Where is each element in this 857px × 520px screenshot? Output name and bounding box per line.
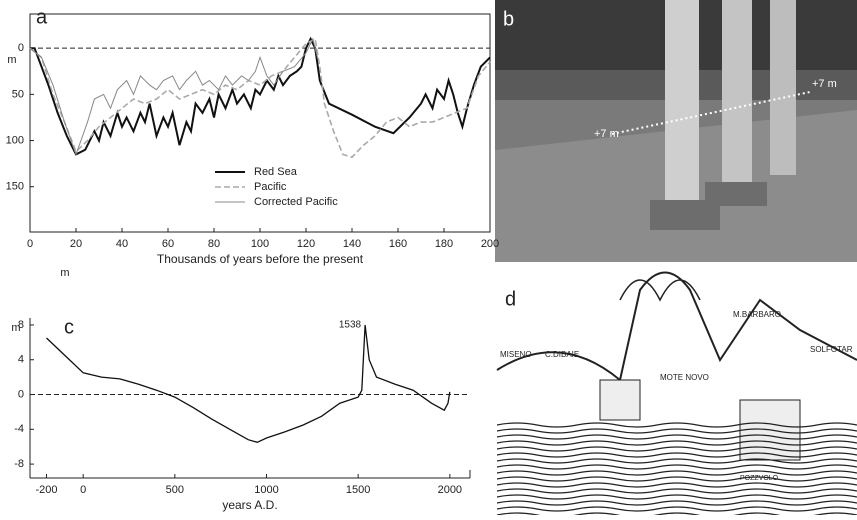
annotation: C.DIBAIE [545, 350, 579, 359]
x-tick-label: -200 [35, 484, 57, 496]
y-tick-label: -8 [14, 458, 24, 470]
wave-line [496, 494, 857, 500]
y-tick-label: 4 [18, 354, 24, 366]
y-unit: m [11, 322, 20, 334]
y-tick-label: 8 [18, 319, 24, 331]
x-tick-label: 160 [389, 238, 407, 250]
x-tick-label: 140 [343, 238, 361, 250]
x-tick-label: 180 [435, 238, 453, 250]
wave-line [496, 458, 857, 464]
photo-panel: b +7 m +7 m [495, 0, 857, 262]
wave-line [496, 488, 857, 494]
y-tick-label: 0 [18, 388, 24, 400]
x-tick-label: 100 [251, 238, 269, 250]
y-tick-label: 150 [6, 181, 24, 193]
x-tick-label: 0 [80, 484, 86, 496]
y-tick-label: 50 [12, 88, 24, 100]
annotation: SOLFOTAR [810, 345, 853, 354]
series-line [30, 36, 491, 156]
wave-line [496, 476, 857, 482]
y-tick-label: -4 [14, 423, 24, 435]
panel-label: b [503, 8, 514, 30]
legend-label: Red Sea [254, 166, 298, 178]
x-axis-label: years A.D. [222, 498, 277, 512]
annotation: M.BARBARO [733, 310, 781, 319]
wave-line [496, 446, 857, 452]
wave-line [496, 422, 857, 428]
wave-line [496, 470, 857, 476]
wave-line [496, 428, 857, 434]
x-tick-label: 60 [162, 238, 174, 250]
series-line [29, 37, 491, 159]
wave-line [496, 452, 857, 458]
annotation: POZZVOLO [740, 475, 779, 482]
wave-line [496, 464, 857, 470]
wave-line [496, 506, 857, 512]
series-line [29, 37, 318, 156]
x-tick-label: 80 [208, 238, 220, 250]
x-tick-label: 200 [481, 238, 499, 250]
wave-line [496, 500, 857, 506]
legend-label: Corrected Pacific [254, 196, 338, 208]
annotation: +7 m [812, 78, 837, 90]
y-tick-label: 100 [6, 134, 24, 146]
woodcut-panel: d MISENO C.DIBAIE M.BARBARO SOLFOTAR MOT… [496, 263, 857, 518]
y-axis-label: m [7, 54, 16, 66]
x-tick-label: 40 [116, 238, 128, 250]
annotation: MOTE NOVO [660, 373, 709, 382]
wave-line [496, 434, 857, 440]
panel-label: d [505, 288, 516, 310]
x-tick-label: 20 [70, 238, 82, 250]
legend-label: Pacific [254, 181, 287, 193]
x-tick-label: 500 [166, 484, 184, 496]
x-tick-label: 2000 [438, 484, 462, 496]
x-tick-label: 0 [27, 238, 33, 250]
y-tick-label: 0 [18, 42, 24, 54]
peak-label: 1538 [339, 320, 362, 331]
x-axis-label: Thousands of years before the present [157, 252, 364, 266]
wave-line [496, 440, 857, 446]
y-axis-label: m [60, 267, 69, 279]
series-line [46, 324, 451, 443]
panel-label: a [36, 6, 48, 28]
x-tick-label: 1000 [254, 484, 278, 496]
annotation: MISENO [500, 350, 532, 359]
x-tick-label: 1500 [346, 484, 370, 496]
x-tick-label: 120 [297, 238, 315, 250]
annotation: +7 m [594, 128, 619, 140]
panel-label: c [64, 316, 74, 338]
wave-line [496, 482, 857, 488]
